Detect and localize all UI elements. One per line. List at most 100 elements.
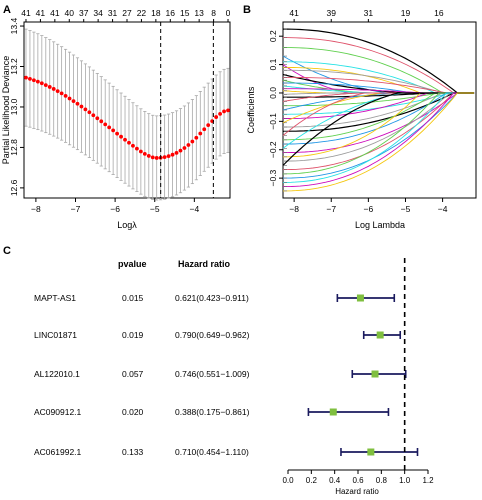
coefficient-path	[283, 69, 475, 94]
deviance-point	[24, 75, 28, 80]
deviance-point	[63, 93, 68, 98]
coefficient-path	[282, 92, 475, 175]
coefficient-path	[283, 88, 475, 94]
deviance-point	[202, 127, 207, 132]
forest-row-label: AL122010.1	[34, 369, 80, 379]
deviance-point	[55, 89, 60, 94]
deviance-point	[194, 135, 199, 140]
x-tick-label: −7	[326, 204, 336, 214]
top-tick-label: 18	[151, 8, 161, 18]
deviance-point	[218, 111, 222, 116]
forest-row-hr: 0.746(0.551−1.009)	[175, 369, 250, 379]
deviance-point	[91, 113, 96, 118]
top-tick-label: 39	[327, 8, 337, 18]
y-tick-label: 0.1	[268, 58, 278, 70]
forest-row-label: MAPT-AS1	[34, 293, 76, 303]
top-tick-label: 16	[166, 8, 176, 18]
deviance-point	[71, 99, 76, 103]
deviance-point	[226, 108, 230, 113]
top-tick-label: 31	[364, 8, 374, 18]
coefficient-path	[283, 28, 475, 94]
panel-b-xlabel: Log Lambda	[355, 220, 405, 230]
top-tick-label: 31	[108, 8, 118, 18]
deviance-point	[83, 107, 88, 112]
coefficient-path	[283, 92, 475, 154]
forest-row-hr: 0.790(0.649−0.962)	[175, 330, 250, 340]
forest-x-tick-label: 1.0	[399, 476, 411, 485]
deviance-point	[99, 119, 104, 124]
panel-a-plot-frame	[23, 21, 231, 199]
deviance-point	[150, 155, 155, 160]
coefficient-path	[283, 82, 475, 94]
coefficient-path	[283, 92, 475, 119]
deviance-point	[162, 155, 167, 160]
deviance-point	[39, 81, 44, 86]
coefficient-path	[283, 37, 475, 94]
x-tick-label: −4	[189, 204, 199, 214]
coefficient-path	[282, 92, 475, 145]
coefficient-path	[283, 92, 475, 188]
deviance-point	[222, 109, 226, 114]
deviance-point	[174, 150, 179, 155]
panel-a-label: A	[3, 4, 11, 16]
forest-x-tick-label: 0.0	[282, 476, 294, 485]
deviance-point	[87, 110, 92, 115]
forest-row-pvalue: 0.133	[122, 447, 144, 457]
coefficient-path	[283, 92, 475, 162]
deviance-point	[75, 101, 80, 106]
top-tick-label: 16	[434, 8, 444, 18]
coefficient-path	[283, 66, 475, 94]
hr-box	[367, 448, 375, 456]
top-tick-label: 34	[93, 8, 103, 18]
coefficient-path	[282, 61, 475, 94]
deviance-point	[103, 122, 108, 127]
panel-c: C pvalue Hazard ratio MAPT-AS1 0.015 0.621…	[3, 245, 434, 496]
coefficient-path	[282, 73, 475, 94]
deviance-point	[135, 146, 139, 151]
forest-row-label: AC090912.1	[34, 407, 82, 417]
coefficient-path	[283, 92, 475, 158]
panel-a-ylabel: Partial Likelihood Deviance	[1, 56, 11, 165]
top-tick-label: 41	[289, 8, 299, 18]
deviance-point	[142, 151, 147, 156]
coefficient-path	[283, 92, 475, 171]
forest-row-pvalue: 0.020	[122, 407, 144, 417]
x-tick-label: −6	[110, 204, 120, 214]
deviance-point	[79, 104, 84, 109]
deviance-point	[35, 79, 40, 84]
deviance-point	[51, 87, 56, 91]
top-tick-label: 40	[65, 8, 75, 18]
forest-row-hr: 0.710(0.454−1.110)	[175, 447, 249, 457]
x-tick-label: −6	[364, 204, 374, 214]
panel-a: A −8 −7 −6 −5 −4 12.6 12.8 13.0 13.2 13.4 41 41 41…	[1, 4, 231, 230]
coefficient-path	[282, 47, 475, 94]
deviance-point	[214, 115, 219, 119]
forest-x-tick-label: 1.2	[422, 476, 434, 485]
top-tick-label: 15	[180, 8, 190, 18]
forest-x-tick-label: 0.6	[352, 476, 364, 485]
top-tick-label: 41	[21, 8, 31, 18]
deviance-point	[43, 83, 48, 88]
y-tick-label: 12.8	[9, 139, 19, 156]
deviance-point	[198, 131, 203, 136]
deviance-point	[107, 125, 112, 130]
coefficient-path	[282, 92, 475, 111]
hr-box	[371, 370, 379, 378]
x-tick-label: −4	[438, 204, 448, 214]
hr-box	[329, 408, 337, 416]
deviance-point	[123, 137, 127, 142]
forest-row-label: LINC01871	[34, 330, 77, 340]
deviance-point	[127, 140, 131, 145]
top-tick-label: 37	[79, 8, 89, 18]
coefficient-path	[282, 92, 475, 166]
top-tick-label: 22	[137, 8, 147, 18]
x-tick-label: −8	[31, 204, 41, 214]
forest-header-pvalue: pvalue	[118, 259, 147, 269]
coefficient-path	[283, 92, 475, 192]
deviance-point	[138, 149, 143, 154]
deviance-point	[115, 131, 119, 136]
deviance-point	[182, 146, 187, 150]
top-tick-label: 27	[122, 8, 132, 18]
deviance-point	[67, 96, 72, 101]
